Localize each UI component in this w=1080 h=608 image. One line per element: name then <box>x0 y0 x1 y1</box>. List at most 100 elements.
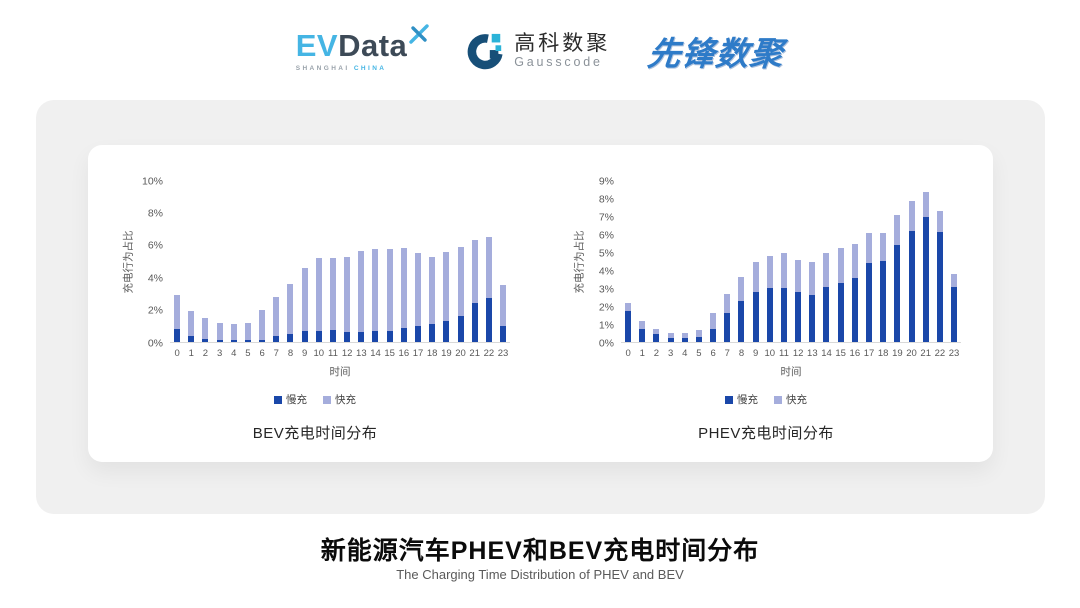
x-tick-label: 13 <box>356 348 367 359</box>
x-tick-label: 1 <box>639 348 645 359</box>
bar-segment-快充 <box>695 329 702 337</box>
bar-segment-快充 <box>851 243 858 278</box>
stacked-bar <box>894 181 901 342</box>
bar-column <box>664 181 678 342</box>
x-tick-label: 12 <box>792 348 804 359</box>
x-tick-label: 5 <box>696 348 702 359</box>
phev-y-axis-title: 充电行为占比 <box>573 230 586 294</box>
stacked-bar <box>851 181 858 342</box>
bar-segment-快充 <box>653 328 660 334</box>
stacked-bar <box>710 181 717 342</box>
stacked-bar <box>936 181 943 342</box>
bar-column <box>298 181 312 342</box>
bar-segment-快充 <box>259 309 266 340</box>
bar-column <box>919 181 933 342</box>
stacked-bar <box>880 181 887 342</box>
x-tick-label: 17 <box>412 348 424 359</box>
legend-label: 快充 <box>335 394 356 406</box>
bar-segment-快充 <box>457 247 464 317</box>
x-tick-label: 10 <box>313 348 325 359</box>
bar-segment-慢充 <box>851 277 858 342</box>
stacked-bar <box>216 181 223 342</box>
bar-column <box>283 181 297 342</box>
x-tick-label: 18 <box>877 348 889 359</box>
bar-segment-慢充 <box>681 337 688 342</box>
bar-segment-慢充 <box>443 321 450 342</box>
bar-column <box>269 181 283 342</box>
bar-segment-慢充 <box>400 328 407 342</box>
bar-segment-快充 <box>386 248 393 331</box>
stacked-bar <box>386 181 393 342</box>
x-tick-label: 4 <box>682 348 688 359</box>
stacked-bar <box>738 181 745 342</box>
bar-segment-慢充 <box>809 294 816 342</box>
bev-chart: 充电行为占比 0% 2% 4% 6% 8% 10% 0 1 2 3 4 5 6 7 8 9 10 11 12 13 1… <box>103 176 528 462</box>
bar-segment-慢充 <box>766 288 773 342</box>
bar-column <box>692 181 706 342</box>
stacked-bar <box>922 181 929 342</box>
x-tick-label: 15 <box>384 348 395 359</box>
x-tick-label: 22 <box>934 348 946 359</box>
x-tick-label: 10 <box>764 348 776 359</box>
evdata-logo: EV Data SHANGHAI CHINA <box>296 24 430 72</box>
x-tick-label: 1 <box>188 348 194 359</box>
bar-segment-慢充 <box>866 263 872 342</box>
bar-segment-快充 <box>738 276 745 301</box>
x-tick-label: 21 <box>920 348 931 359</box>
bar-segment-慢充 <box>344 332 351 342</box>
phev-x-ticks: 0 1 2 3 4 5 6 7 8 9 10 11 12 13 14 15 16 17 18 19 20 21 22 23 <box>621 348 961 359</box>
evdata-tagline-right: CHINA <box>353 65 387 72</box>
bar-segment-快充 <box>667 333 674 338</box>
x-tick-label: 21 <box>469 348 480 359</box>
stacked-bar <box>724 181 731 342</box>
x-tick-label: 8 <box>287 348 294 359</box>
bar-column <box>791 181 805 342</box>
bar-segment-快充 <box>795 259 802 292</box>
bar-column <box>734 181 748 342</box>
bar-segment-快充 <box>625 302 632 311</box>
stacked-bar <box>415 181 421 342</box>
bar-segment-快充 <box>244 322 251 341</box>
bar-segment-快充 <box>415 253 421 326</box>
bar-column <box>947 181 961 342</box>
bar-column <box>227 181 241 342</box>
x-tick-label: 8 <box>738 348 745 359</box>
bar-column <box>170 181 184 342</box>
bar-column <box>678 181 692 342</box>
x-tick-label: 23 <box>948 348 960 359</box>
stacked-bar <box>625 181 632 342</box>
stacked-bar <box>457 181 464 342</box>
stacked-bar <box>951 181 958 342</box>
bar-segment-慢充 <box>922 216 929 342</box>
legend-swatch-icon <box>774 395 782 404</box>
stacked-bar <box>259 181 266 342</box>
bar-column <box>834 181 848 342</box>
bar-segment-快充 <box>471 239 478 304</box>
x-tick-label: 14 <box>370 348 381 359</box>
legend-swatch-icon <box>274 395 282 404</box>
bar-segment-慢充 <box>216 340 223 342</box>
y-tick-label: 2% <box>598 300 614 313</box>
bar-column <box>383 181 397 342</box>
stacked-bar <box>329 181 336 342</box>
bar-segment-慢充 <box>780 288 787 342</box>
stacked-bar <box>230 181 237 342</box>
y-tick-label: 5% <box>598 246 614 259</box>
bev-y-axis-title: 充电行为占比 <box>122 230 135 294</box>
bar-segment-慢充 <box>372 330 379 342</box>
y-tick-label: 0% <box>147 336 163 349</box>
y-tick-label: 6% <box>147 239 163 252</box>
stacked-bar <box>485 181 492 342</box>
bar-segment-慢充 <box>287 333 294 342</box>
bar-segment-快充 <box>174 295 181 330</box>
bar-column <box>862 181 876 342</box>
bar-column <box>368 181 382 342</box>
bar-segment-快充 <box>400 247 407 329</box>
x-tick-label: 15 <box>835 348 846 359</box>
bar-segment-快充 <box>188 311 195 337</box>
bar-segment-慢充 <box>823 286 830 342</box>
bar-segment-慢充 <box>301 330 308 342</box>
y-tick-label: 3% <box>598 282 614 295</box>
bar-column <box>184 181 198 342</box>
bar-column <box>326 181 340 342</box>
